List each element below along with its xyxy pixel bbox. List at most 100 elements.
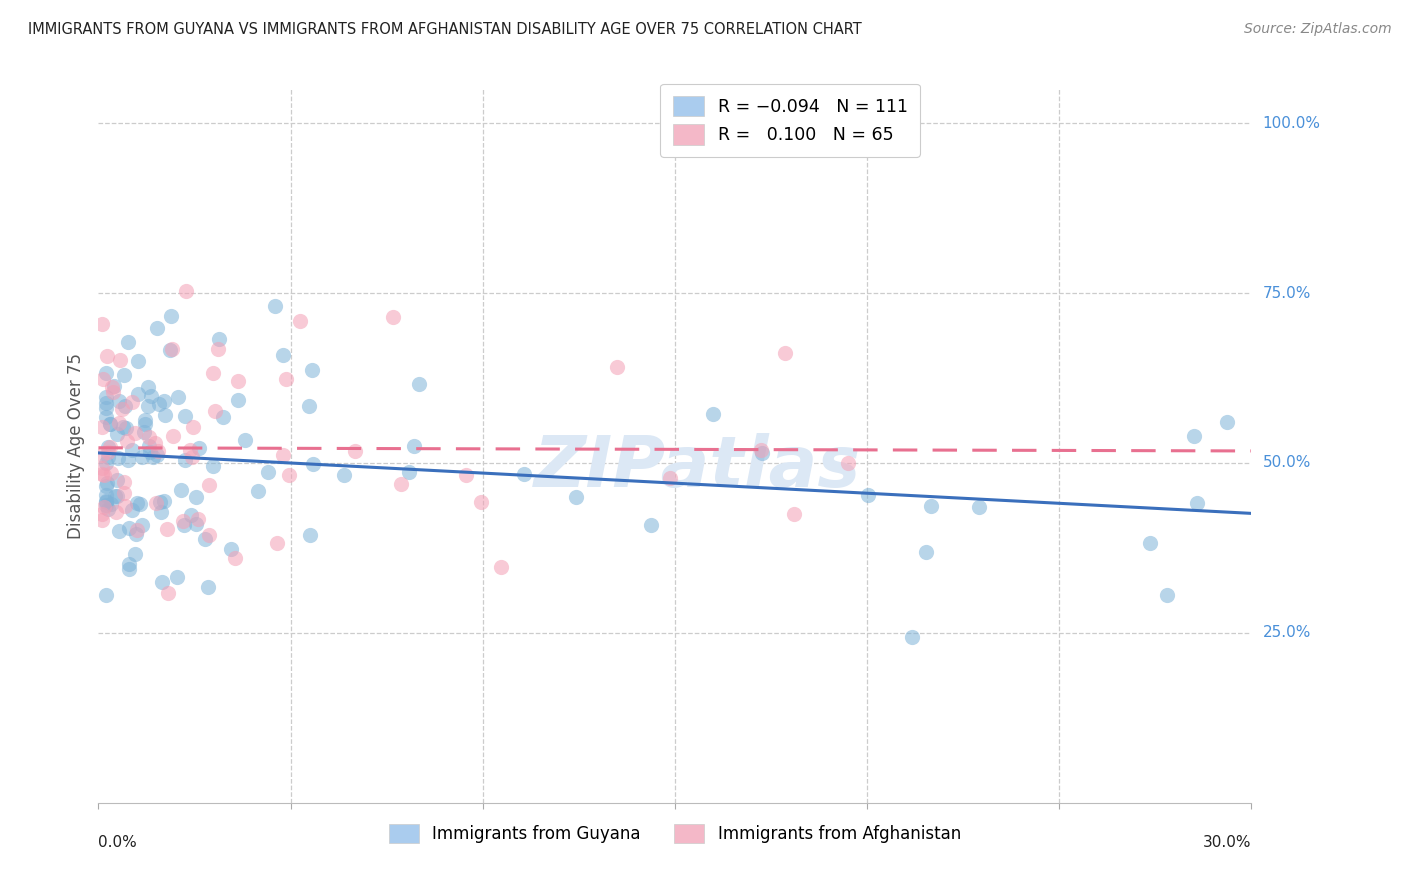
Point bbox=[915, 545, 938, 559]
Point bbox=[101, 384, 124, 399]
Point bbox=[226, 392, 249, 407]
Point bbox=[91, 507, 114, 521]
Point bbox=[408, 376, 430, 391]
Point bbox=[125, 527, 148, 541]
Point bbox=[166, 570, 188, 584]
Text: 0.0%: 0.0% bbox=[98, 835, 138, 850]
Point bbox=[124, 547, 146, 561]
Point bbox=[149, 505, 172, 519]
Point bbox=[131, 450, 153, 465]
Point bbox=[273, 348, 295, 362]
Point bbox=[224, 551, 246, 566]
Point bbox=[93, 500, 115, 515]
Point bbox=[174, 453, 197, 467]
Point bbox=[100, 417, 122, 432]
Point bbox=[837, 456, 859, 470]
Point bbox=[702, 407, 724, 421]
Point bbox=[512, 467, 534, 481]
Point bbox=[382, 310, 405, 324]
Point bbox=[207, 342, 229, 356]
Point bbox=[152, 394, 174, 409]
Point bbox=[198, 528, 221, 542]
Text: 30.0%: 30.0% bbox=[1204, 835, 1251, 850]
Point bbox=[112, 486, 135, 500]
Point bbox=[121, 443, 143, 458]
Point bbox=[278, 468, 301, 483]
Point bbox=[344, 443, 367, 458]
Point bbox=[94, 401, 117, 415]
Point bbox=[456, 467, 478, 482]
Text: 75.0%: 75.0% bbox=[1263, 285, 1310, 301]
Point bbox=[111, 402, 134, 417]
Point bbox=[148, 397, 170, 411]
Point bbox=[146, 448, 169, 462]
Point bbox=[184, 490, 207, 504]
Point bbox=[127, 386, 149, 401]
Point bbox=[117, 434, 139, 449]
Point bbox=[134, 425, 156, 440]
Point bbox=[271, 448, 294, 462]
Legend: Immigrants from Guyana, Immigrants from Afghanistan: Immigrants from Guyana, Immigrants from … bbox=[381, 815, 969, 852]
Point bbox=[97, 450, 120, 464]
Point bbox=[202, 366, 225, 380]
Point bbox=[470, 494, 492, 508]
Text: 100.0%: 100.0% bbox=[1263, 116, 1320, 131]
Point bbox=[100, 497, 122, 511]
Point bbox=[121, 395, 143, 409]
Point bbox=[114, 421, 136, 435]
Point bbox=[94, 498, 117, 512]
Point bbox=[1216, 415, 1239, 429]
Point bbox=[202, 459, 225, 474]
Point bbox=[856, 488, 879, 502]
Text: ZIPatlas: ZIPatlas bbox=[534, 433, 862, 502]
Point bbox=[114, 400, 136, 414]
Point bbox=[197, 580, 219, 594]
Point bbox=[219, 541, 242, 556]
Point bbox=[134, 413, 156, 427]
Point bbox=[94, 488, 117, 502]
Point bbox=[188, 442, 211, 456]
Point bbox=[156, 522, 179, 536]
Point bbox=[104, 489, 127, 503]
Text: 50.0%: 50.0% bbox=[1263, 456, 1310, 470]
Point bbox=[749, 443, 772, 458]
Point bbox=[179, 442, 201, 457]
Point bbox=[298, 399, 321, 413]
Point bbox=[141, 389, 163, 403]
Point bbox=[91, 448, 114, 462]
Point bbox=[274, 372, 297, 386]
Point bbox=[1182, 429, 1205, 443]
Point bbox=[94, 390, 117, 404]
Point bbox=[266, 536, 288, 550]
Point bbox=[226, 374, 249, 388]
Point bbox=[139, 445, 162, 459]
Text: Source: ZipAtlas.com: Source: ZipAtlas.com bbox=[1244, 22, 1392, 37]
Point bbox=[118, 562, 141, 576]
Point bbox=[96, 349, 118, 363]
Point bbox=[94, 456, 117, 470]
Point bbox=[170, 483, 193, 498]
Point bbox=[920, 499, 942, 513]
Point bbox=[118, 557, 141, 571]
Point bbox=[969, 500, 991, 515]
Point bbox=[150, 574, 173, 589]
Point bbox=[187, 511, 209, 525]
Point bbox=[1187, 496, 1209, 510]
Point bbox=[208, 332, 231, 346]
Point bbox=[94, 479, 117, 493]
Point bbox=[91, 460, 114, 475]
Point bbox=[184, 516, 207, 531]
Point bbox=[257, 466, 280, 480]
Point bbox=[136, 399, 159, 413]
Point bbox=[112, 475, 135, 489]
Point bbox=[181, 420, 204, 434]
Point bbox=[233, 434, 256, 448]
Point bbox=[263, 299, 285, 313]
Point bbox=[247, 484, 270, 499]
Point bbox=[112, 368, 135, 382]
Point bbox=[97, 440, 120, 454]
Point bbox=[290, 314, 312, 328]
Point bbox=[155, 408, 177, 422]
Point bbox=[138, 439, 160, 453]
Point bbox=[901, 630, 924, 644]
